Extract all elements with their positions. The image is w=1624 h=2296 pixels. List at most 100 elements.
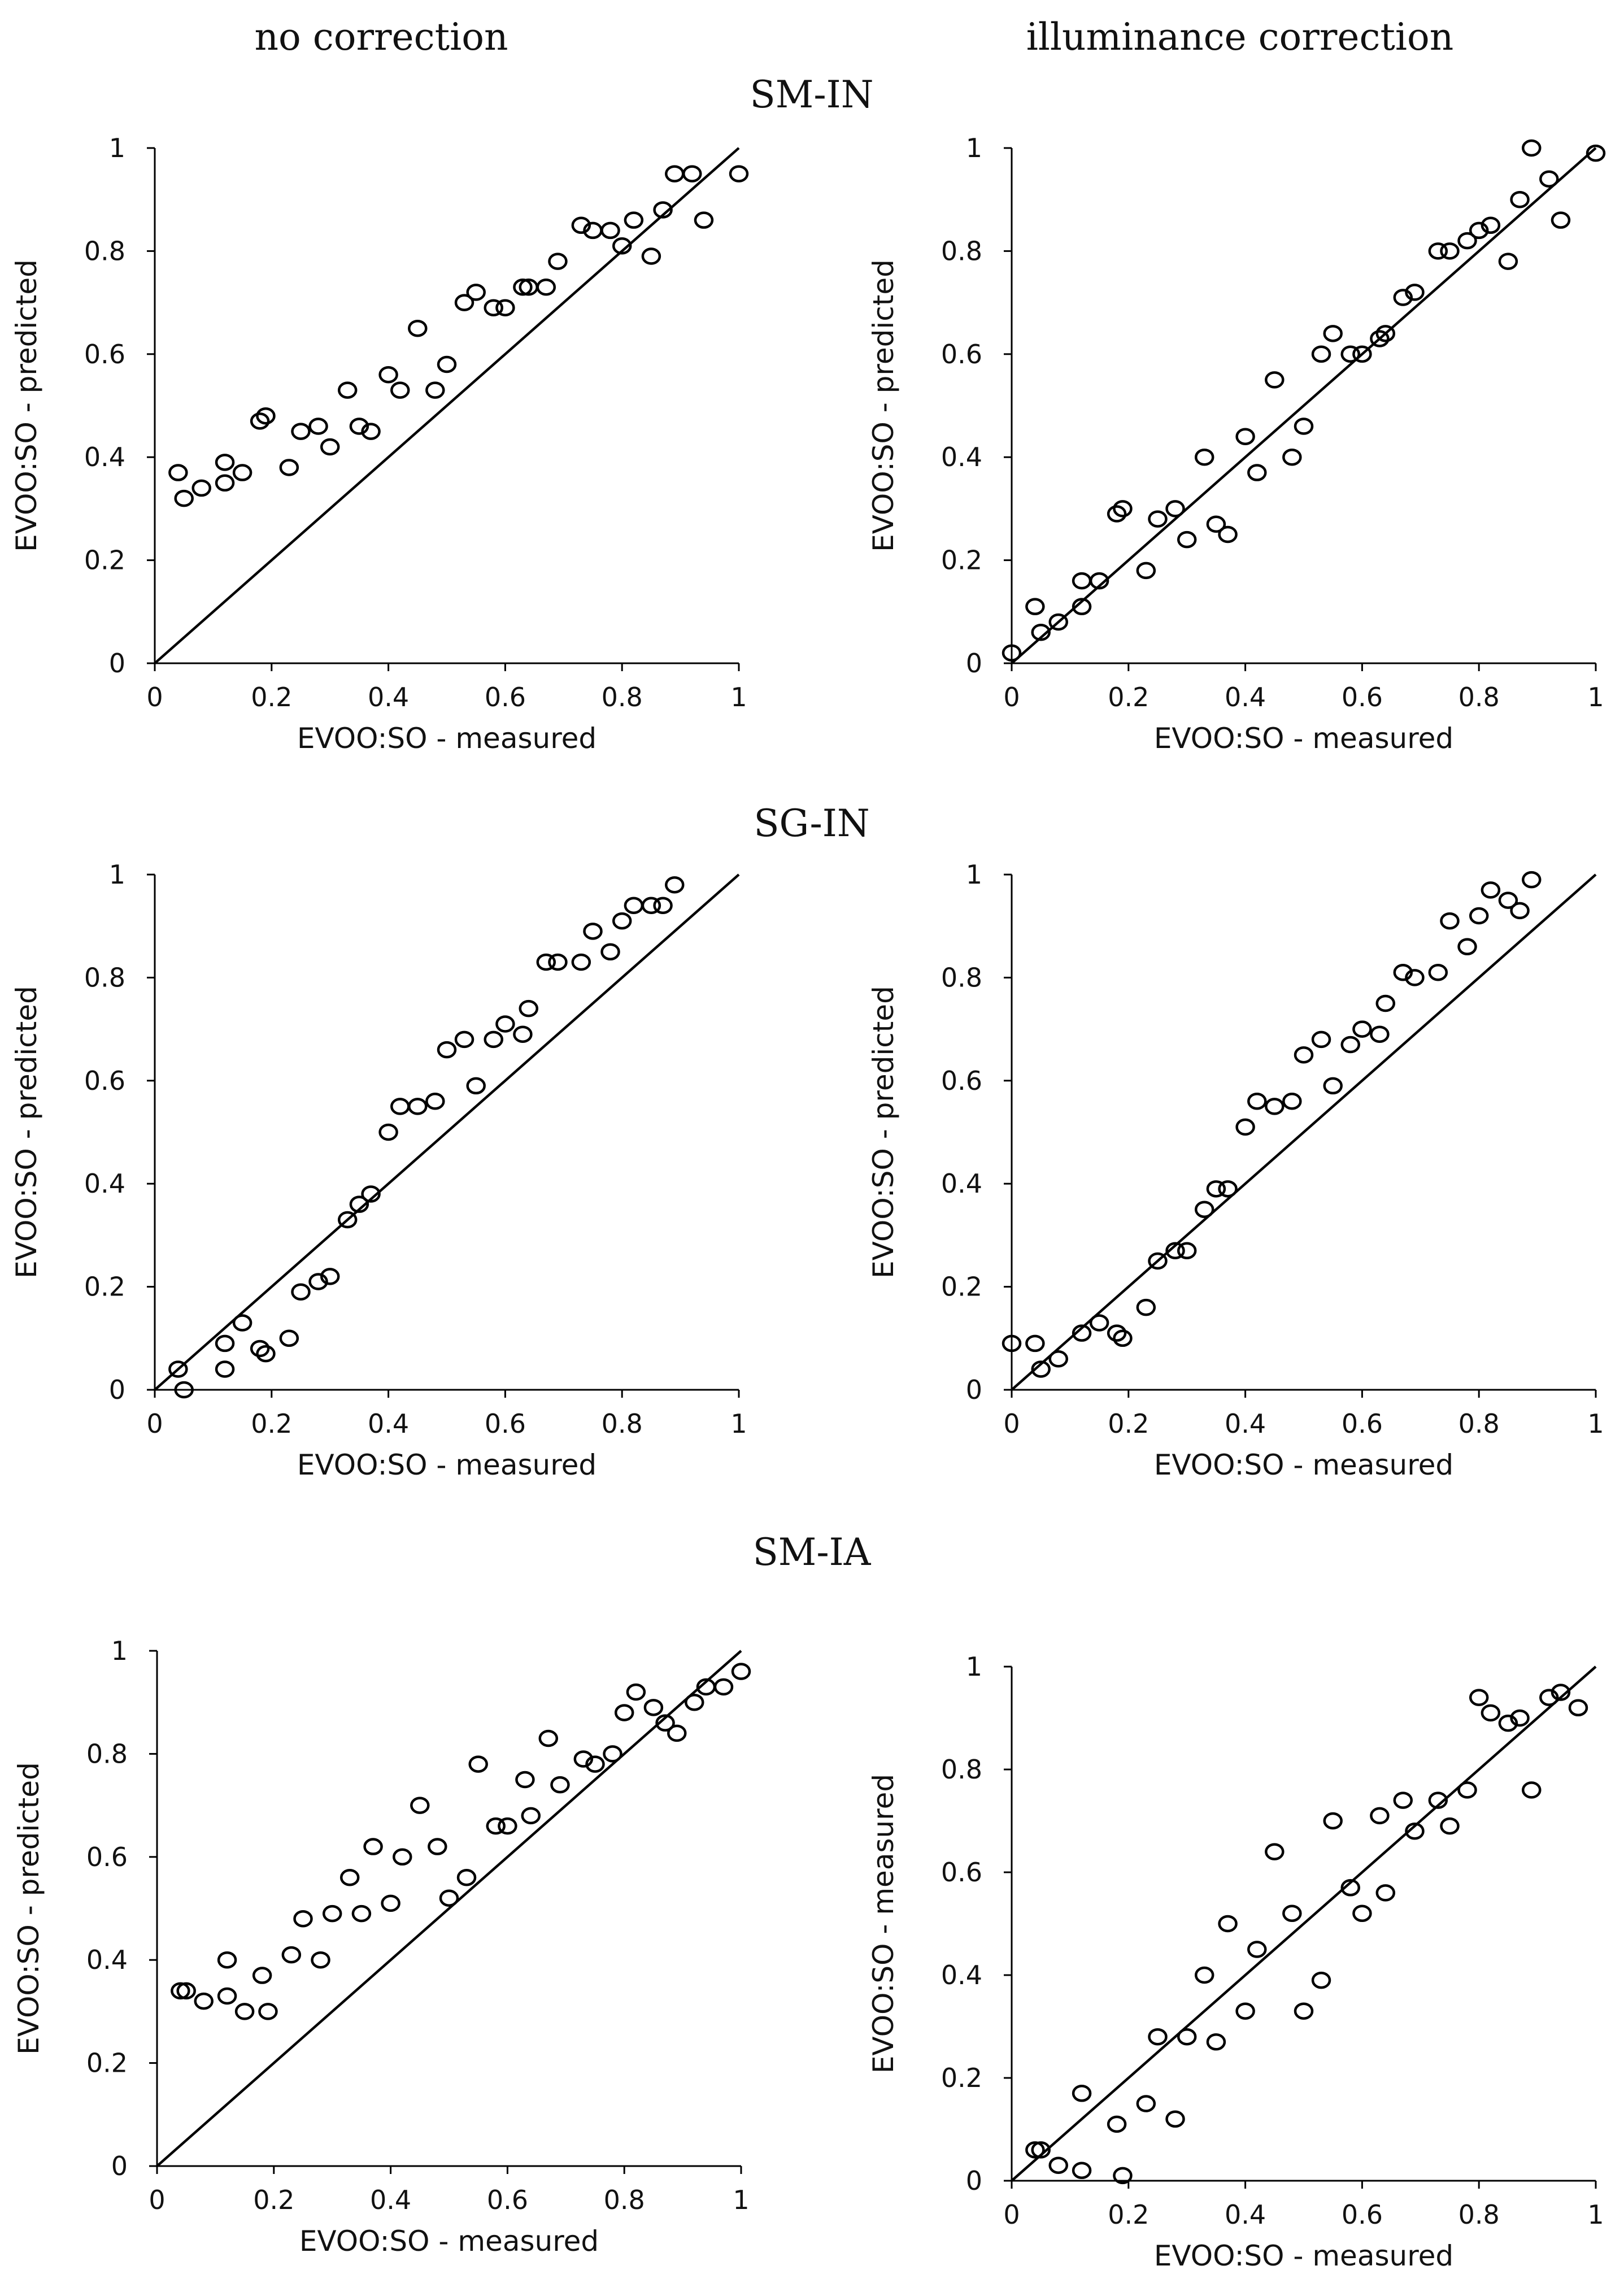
data-point: [291, 423, 311, 440]
identity-line: [1011, 873, 1597, 1391]
data-point: [234, 2003, 255, 2020]
data-point: [1568, 1699, 1588, 1717]
data-point: [1235, 2002, 1255, 2020]
data-point: [174, 489, 194, 507]
x-tick-label: 0: [1003, 2199, 1020, 2230]
data-point: [281, 1946, 302, 1964]
data-point: [1048, 1350, 1068, 1368]
data-point: [410, 1797, 430, 1814]
y-tick-label: 0.8: [84, 236, 125, 266]
x-tick-label: 1: [730, 682, 747, 712]
x-tick-label: 0: [149, 2185, 165, 2215]
y-axis-title: EVOO:SO - predicted: [10, 986, 43, 1279]
y-tick-label: 0: [109, 1375, 125, 1405]
data-point: [624, 211, 644, 229]
data-point: [1002, 644, 1022, 662]
data-point: [1457, 232, 1477, 250]
data-point: [349, 1195, 369, 1213]
data-point: [1165, 1242, 1185, 1260]
x-axis-title: EVOO:SO - measured: [297, 722, 597, 755]
y-axis-title: EVOO:SO - predicted: [10, 259, 43, 552]
y-tick-label: 1: [966, 859, 982, 890]
data-point: [232, 464, 252, 481]
x-tick-label: 0.2: [1108, 682, 1149, 712]
data-point: [1113, 500, 1133, 518]
y-tick-label: 0.6: [941, 339, 982, 369]
x-axis-title: EVOO:SO - measured: [1154, 722, 1453, 755]
data-point: [1218, 1915, 1238, 1933]
data-point: [1177, 2028, 1197, 2046]
data-point: [603, 1745, 622, 1763]
data-point: [252, 1967, 272, 1984]
data-point: [1247, 1093, 1267, 1110]
data-point: [194, 1992, 214, 2010]
data-point: [612, 237, 632, 255]
x-tick-label: 0.6: [485, 682, 526, 712]
data-point: [215, 1334, 235, 1353]
group-title-sm-ia: SM-IA: [753, 1530, 872, 1574]
identity-line: [156, 1650, 742, 2167]
data-point: [1405, 969, 1425, 986]
data-point: [1323, 1812, 1343, 1830]
data-point: [1265, 1843, 1285, 1860]
data-point: [1294, 2002, 1314, 2020]
data-point: [1370, 1807, 1390, 1825]
x-tick-label: 0.2: [1108, 1408, 1149, 1439]
y-tick-label: 0: [966, 1375, 982, 1405]
data-point: [337, 1211, 358, 1229]
data-point: [1370, 330, 1390, 347]
data-point: [1072, 2162, 1092, 2180]
data-point: [1440, 242, 1460, 260]
data-point: [583, 923, 603, 940]
data-point: [1352, 1904, 1372, 1923]
data-point: [1375, 325, 1396, 342]
data-point: [308, 1273, 328, 1290]
data-point: [1072, 1324, 1092, 1342]
data-point: [258, 2003, 278, 2020]
data-point: [641, 897, 661, 914]
data-point: [390, 381, 410, 399]
data-point: [731, 1663, 751, 1680]
data-point: [1177, 1242, 1197, 1260]
y-tick-label: 0.2: [86, 2048, 128, 2078]
data-point: [538, 1729, 559, 1747]
data-point: [612, 912, 632, 930]
x-tick-label: 0.2: [1108, 2199, 1149, 2230]
data-point: [215, 474, 235, 492]
x-tick-label: 0.6: [1342, 2199, 1383, 2230]
data-point: [1107, 1324, 1127, 1342]
identity-line: [1011, 1666, 1597, 2182]
data-point: [1428, 242, 1448, 260]
chart-SM-IA-illuminance-correction: 0 0.2 0.4 0.6 0.8 1 0 0.2 0.4 0.6 0.8 1 EVOO:SO - me…: [867, 1651, 1604, 2272]
data-point: [626, 1683, 646, 1701]
data-point: [393, 1848, 412, 1866]
data-point: [521, 1807, 541, 1825]
data-point: [466, 1077, 486, 1095]
data-point: [713, 1678, 734, 1696]
data-point: [168, 1360, 188, 1378]
data-point: [1206, 1180, 1226, 1198]
x-tick-label: 0.8: [1458, 2199, 1500, 2230]
data-point: [1025, 2141, 1045, 2159]
group-title-sg-in: SG-IN: [754, 802, 869, 845]
data-point: [408, 319, 428, 337]
data-point: [256, 1345, 276, 1363]
data-point: [250, 412, 270, 430]
data-point: [655, 1714, 675, 1732]
y-tick-label: 0.2: [941, 545, 982, 576]
identity-line: [154, 873, 740, 1391]
data-point: [1551, 211, 1571, 229]
data-point: [1393, 289, 1413, 306]
data-point: [320, 1268, 340, 1285]
data-point: [293, 1910, 313, 1928]
data-point: [1113, 2167, 1133, 2185]
x-tick-label: 0.4: [1225, 2199, 1266, 2230]
data-point: [495, 299, 515, 316]
data-point: [1428, 1791, 1448, 1809]
data-point: [1294, 418, 1314, 435]
x-tick-label: 0.4: [1225, 1408, 1266, 1439]
data-point: [1025, 598, 1045, 615]
data-point: [1165, 2110, 1185, 2128]
data-point: [643, 1699, 664, 1716]
